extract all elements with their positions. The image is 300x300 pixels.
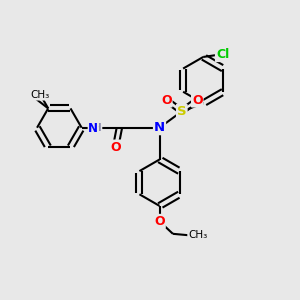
Text: N: N — [154, 121, 165, 134]
Text: H: H — [93, 123, 101, 133]
Text: CH₃: CH₃ — [31, 90, 50, 100]
Text: O: O — [154, 215, 165, 228]
Text: CH₃: CH₃ — [188, 230, 207, 240]
Text: N: N — [88, 122, 98, 134]
Text: S: S — [177, 105, 187, 118]
Text: O: O — [110, 140, 121, 154]
Text: O: O — [161, 94, 172, 106]
Text: O: O — [192, 94, 202, 106]
Text: Cl: Cl — [216, 48, 229, 61]
